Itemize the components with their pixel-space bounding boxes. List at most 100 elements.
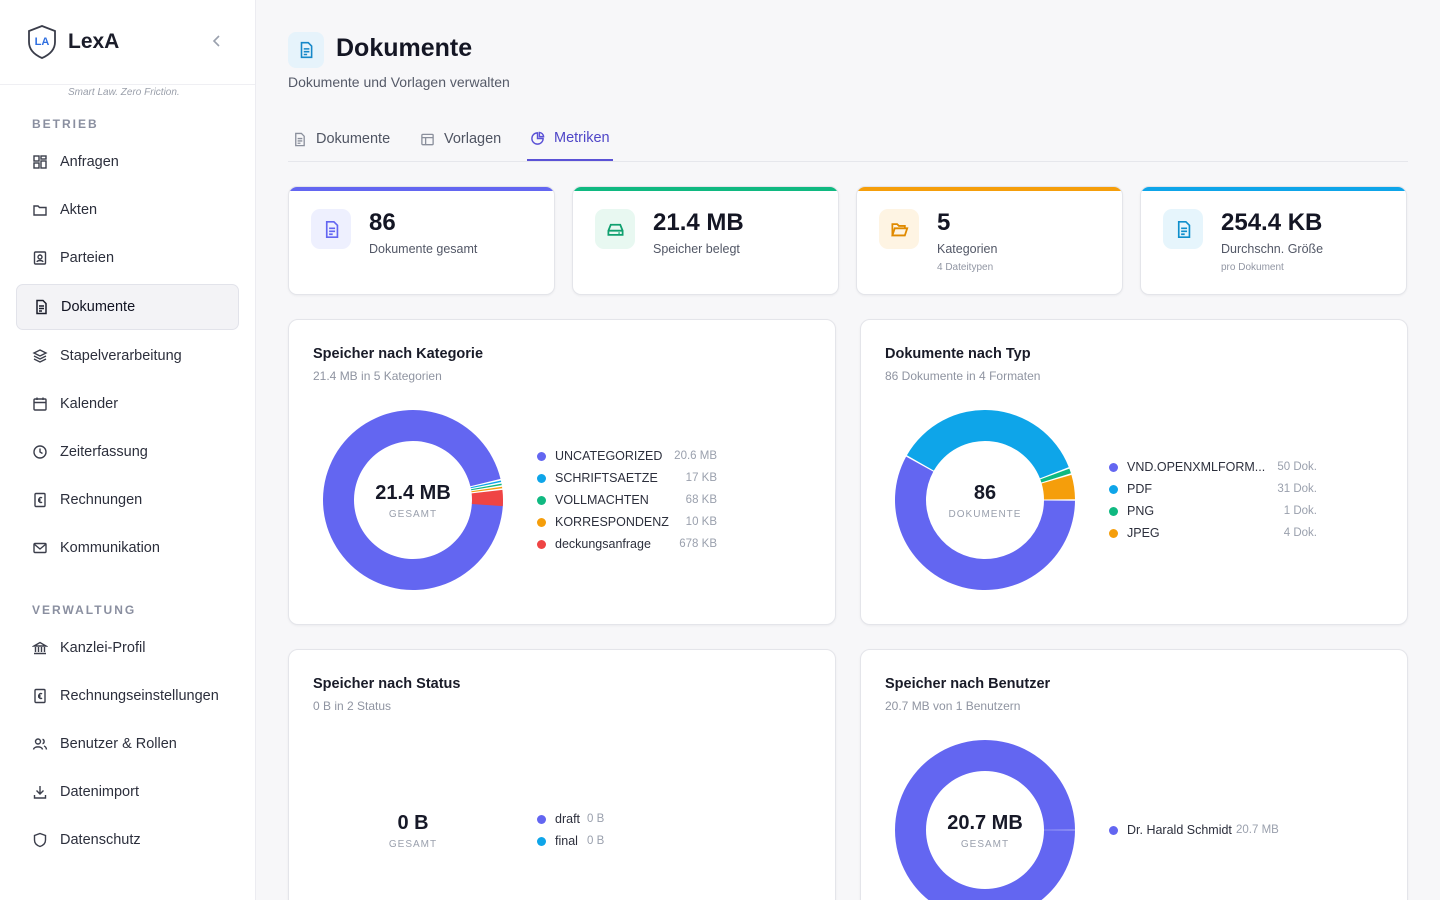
sidebar-item-zeiterfassung[interactable]: Zeiterfassung bbox=[16, 430, 239, 474]
donut-slice-jpeg[interactable] bbox=[1041, 474, 1075, 500]
donut-center-value: 20.7 MB bbox=[947, 812, 1023, 834]
logo-shield-icon: LA bbox=[28, 25, 56, 59]
donut-slice-vnd-openxmlform-[interactable] bbox=[895, 456, 1075, 590]
sidebar-item-label: Rechnungen bbox=[60, 492, 143, 508]
legend-name: PDF bbox=[1127, 482, 1152, 496]
contact-icon bbox=[33, 251, 47, 265]
stat-accent-bar bbox=[573, 187, 838, 191]
donut-slice-uncategorized[interactable] bbox=[323, 410, 503, 590]
sidebar-item-label: Datenimport bbox=[60, 784, 139, 800]
sidebar-item-rechnungen[interactable]: Rechnungen bbox=[16, 478, 239, 522]
folder-open-icon bbox=[890, 222, 908, 236]
page-icon bbox=[288, 32, 324, 68]
page-title: Dokumente bbox=[336, 34, 473, 62]
legend-item: VND.OPENXMLFORM... 50 Dok. bbox=[1109, 456, 1317, 478]
sidebar-item-parteien[interactable]: Parteien bbox=[16, 236, 239, 280]
stat-icon bbox=[595, 209, 635, 249]
logo-text: LA bbox=[35, 36, 50, 48]
sidebar-item-kanzlei-profil[interactable]: Kanzlei-Profil bbox=[16, 626, 239, 670]
stat-sublabel: 4 Dateitypen bbox=[937, 262, 994, 273]
card-title: Speicher nach Kategorie bbox=[313, 346, 484, 362]
download-icon bbox=[33, 786, 47, 799]
donut-slice-deckungsanfrage[interactable] bbox=[471, 489, 503, 507]
legend-value: 50 Dok. bbox=[1277, 461, 1317, 473]
legend-dot bbox=[537, 814, 546, 824]
sidebar-item-rechnungseinstellungen[interactable]: Rechnungseinstellungen bbox=[16, 674, 239, 718]
stat-card-storage: 21.4 MB Speicher belegt bbox=[572, 186, 839, 295]
chevron-left-icon[interactable] bbox=[209, 33, 225, 49]
legend-value: 31 Dok. bbox=[1277, 483, 1317, 495]
stat-value: 86 bbox=[369, 209, 396, 236]
invoice-settings-icon bbox=[34, 688, 46, 704]
document-icon bbox=[36, 299, 47, 315]
donut-slice-dr-harald-schmidt[interactable] bbox=[895, 740, 1075, 900]
legend-value: 68 KB bbox=[685, 494, 717, 506]
stat-icon bbox=[879, 209, 919, 249]
stat-label: Dokumente gesamt bbox=[369, 242, 478, 256]
sidebar-item-stapelverarbeitung[interactable]: Stapelverarbeitung bbox=[16, 334, 239, 378]
sidebar-item-label: Rechnungseinstellungen bbox=[60, 688, 219, 704]
section-label-betrieb: BETRIEB bbox=[32, 117, 99, 131]
legend-item: draft 0 B bbox=[537, 808, 617, 830]
legend-value: 0 B bbox=[587, 835, 605, 847]
stat-accent-bar bbox=[289, 187, 554, 191]
donut-slice-korrespondenz[interactable] bbox=[471, 486, 503, 493]
legend-item: final 0 B bbox=[537, 830, 617, 852]
tagline: Smart Law. Zero Friction. bbox=[68, 87, 180, 98]
app-name: LexA bbox=[68, 30, 120, 53]
legend-value: 678 KB bbox=[679, 538, 717, 550]
tab-metriken[interactable]: Metriken bbox=[527, 117, 613, 161]
legend-item: deckungsanfrage 678 KB bbox=[537, 533, 717, 555]
stat-value: 5 bbox=[937, 209, 951, 236]
sidebar-item-label: Kommunikation bbox=[60, 540, 160, 556]
sidebar-item-anfragen[interactable]: Anfragen bbox=[16, 140, 239, 184]
tab-vorlagen[interactable]: Vorlagen bbox=[420, 117, 501, 161]
legend-name: VOLLMACHTEN bbox=[555, 493, 649, 507]
pie-icon bbox=[531, 131, 545, 145]
legend-value: 1 Dok. bbox=[1283, 505, 1317, 517]
sidebar-item-kommunikation[interactable]: Kommunikation bbox=[16, 526, 239, 570]
legend-dot bbox=[537, 495, 546, 505]
page-subtitle: Dokumente und Vorlagen verwalten bbox=[288, 74, 510, 90]
document-icon bbox=[300, 41, 313, 59]
donut-slice-png[interactable] bbox=[1040, 468, 1071, 483]
sidebar-item-label: Benutzer & Rollen bbox=[60, 736, 177, 752]
sidebar-item-benutzer-rollen[interactable]: Benutzer & Rollen bbox=[16, 722, 239, 766]
card-title: Speicher nach Status bbox=[313, 676, 461, 692]
card-storage-by-category: Speicher nach Kategorie 21.4 MB in 5 Kat… bbox=[288, 319, 836, 625]
donut-center-value: 21.4 MB bbox=[375, 482, 451, 504]
mail-icon bbox=[33, 542, 47, 554]
sidebar-item-dokumente[interactable]: Dokumente bbox=[16, 284, 239, 330]
donut-slice-vollmachten[interactable] bbox=[471, 483, 502, 491]
document-icon bbox=[325, 220, 338, 238]
sidebar-item-datenimport[interactable]: Datenimport bbox=[16, 770, 239, 814]
legend-name: PNG bbox=[1127, 504, 1155, 518]
stat-value: 254.4 KB bbox=[1221, 209, 1323, 236]
sidebar-item-datenschutz[interactable]: Datenschutz bbox=[16, 818, 239, 862]
card-title: Dokumente nach Typ bbox=[885, 346, 1031, 362]
card-storage-by-user: Speicher nach Benutzer 20.7 MB von 1 Ben… bbox=[860, 649, 1408, 900]
legend-dot bbox=[537, 836, 546, 846]
document-icon bbox=[295, 132, 305, 146]
chart-legend: VND.OPENXMLFORM... 50 Dok. PDF 31 Dok. PNG… bbox=[1109, 456, 1317, 544]
legend-value: 20.6 MB bbox=[674, 450, 717, 462]
legend-dot bbox=[1109, 506, 1118, 516]
legend-dot bbox=[537, 539, 546, 549]
donut-slice-pdf[interactable] bbox=[906, 410, 1069, 479]
donut-slice-schriftsaetze[interactable] bbox=[470, 480, 502, 489]
bank-icon bbox=[32, 641, 48, 655]
stat-icon bbox=[1163, 209, 1203, 249]
sidebar-item-kalender[interactable]: Kalender bbox=[16, 382, 239, 426]
tabs: Dokumente Vorlagen Metriken bbox=[288, 117, 1408, 162]
sidebar-item-akten[interactable]: Akten bbox=[16, 188, 239, 232]
stat-label: Durchschn. Größe bbox=[1221, 242, 1324, 256]
chart-legend: Dr. Harald Schmidt 20.7 MB bbox=[1109, 819, 1289, 841]
sidebar-item-label: Anfragen bbox=[60, 154, 119, 170]
sidebar-item-label: Kalender bbox=[60, 396, 119, 412]
tab-dokumente[interactable]: Dokumente bbox=[292, 117, 390, 161]
card-storage-by-status: Speicher nach Status 0 B in 2 Status 0 B… bbox=[288, 649, 836, 900]
stat-icon bbox=[311, 209, 351, 249]
legend-item: SCHRIFTSAETZE 17 KB bbox=[537, 467, 717, 489]
stat-label: Speicher belegt bbox=[653, 242, 740, 256]
donut-center-label: GESAMT bbox=[388, 509, 438, 520]
